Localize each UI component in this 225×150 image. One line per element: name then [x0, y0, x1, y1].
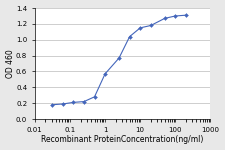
Y-axis label: OD 460: OD 460	[6, 49, 15, 78]
X-axis label: Recombinant ProteinConcentration(ng/ml): Recombinant ProteinConcentration(ng/ml)	[41, 135, 204, 144]
